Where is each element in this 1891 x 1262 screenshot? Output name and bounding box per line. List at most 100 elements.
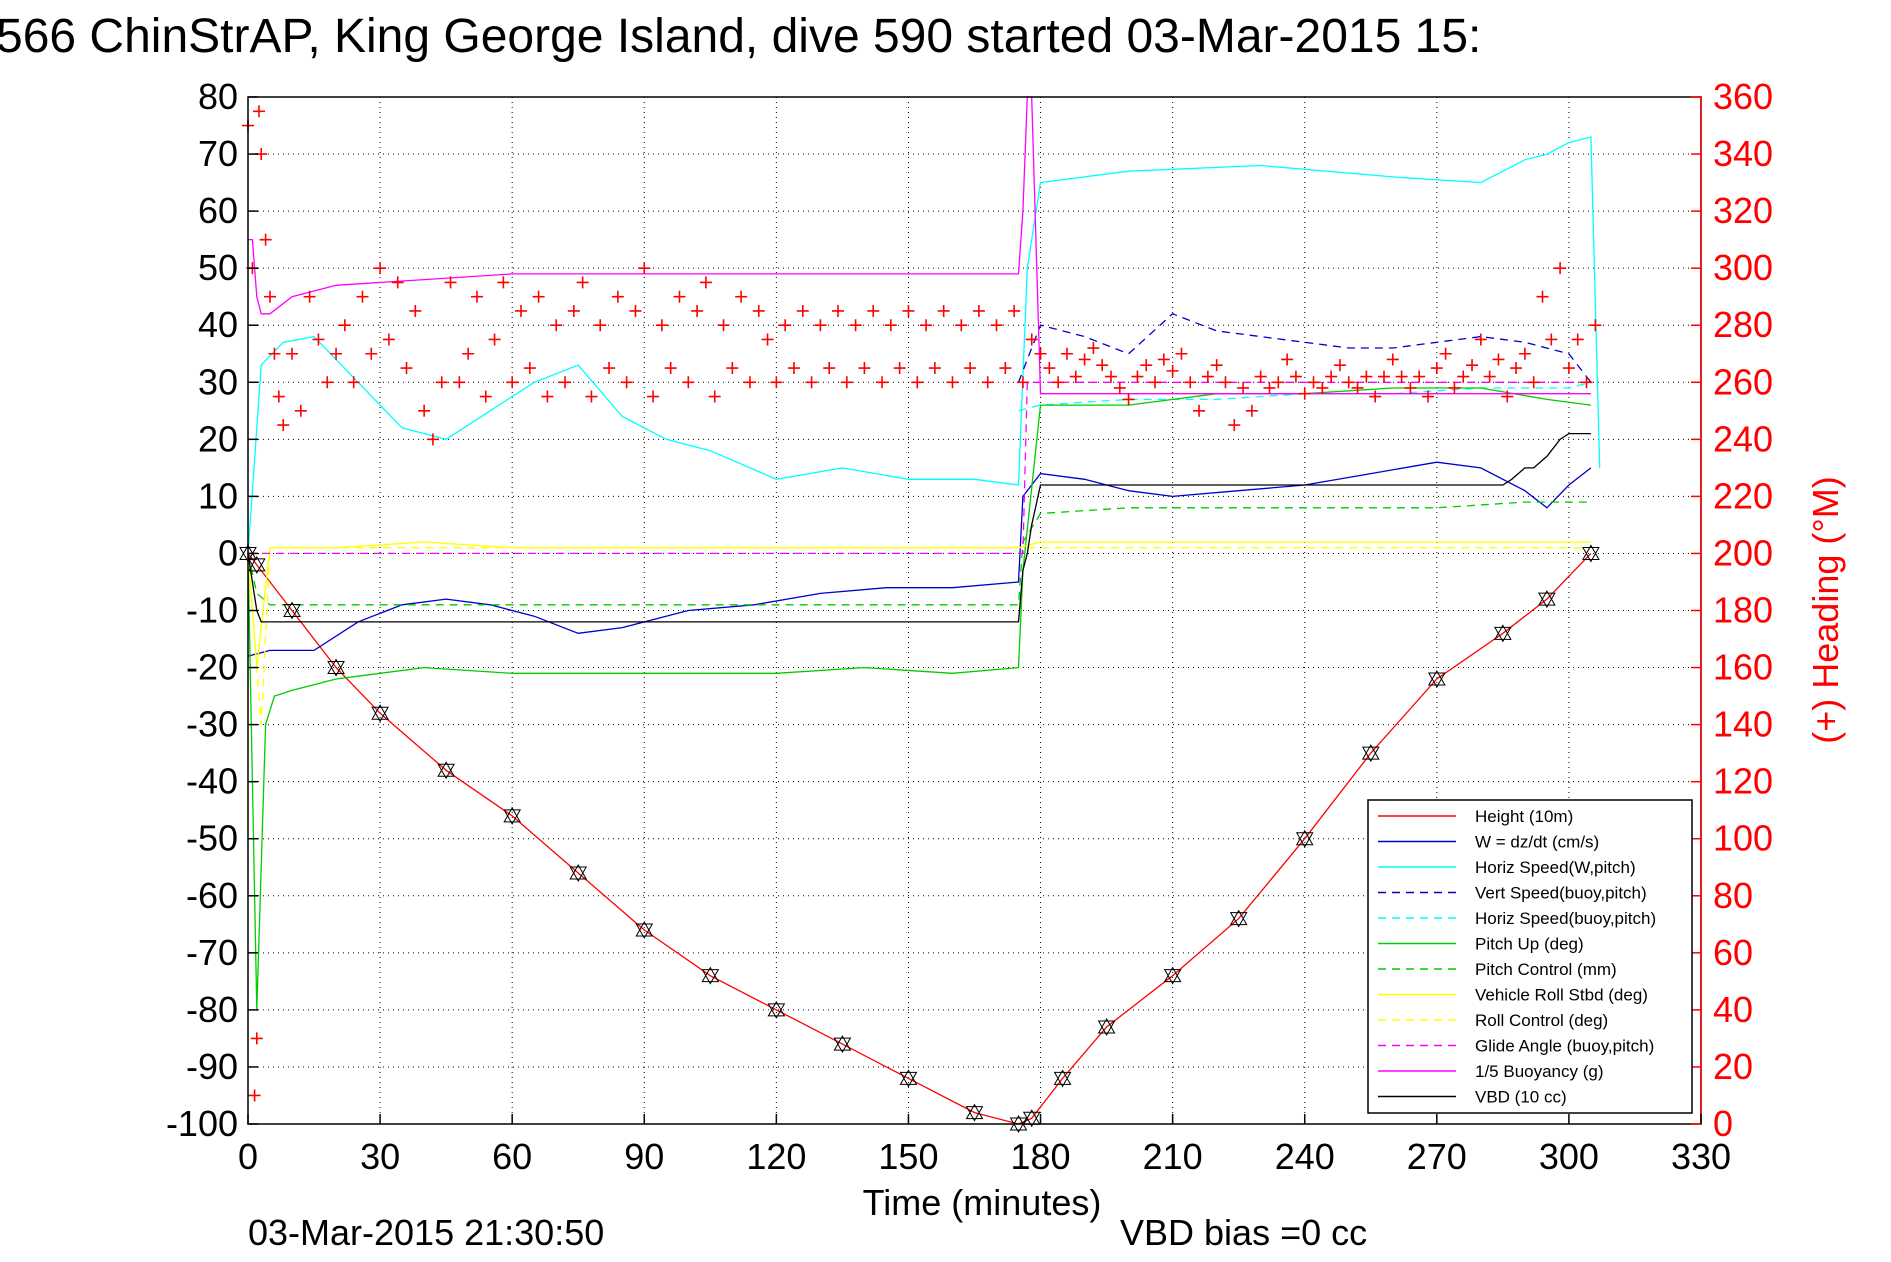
y-tick-label: 60 [198,190,238,231]
heading-point [981,376,994,389]
depth-marker [283,601,301,620]
heading-point [823,362,836,375]
y-tick-label: 70 [198,133,238,174]
y2-tick-label: 140 [1713,704,1773,745]
heading-point [655,319,668,332]
legend-label: VBD (10 cc) [1475,1088,1567,1107]
heading-point [1580,376,1593,389]
y2-tick-label: 320 [1713,190,1773,231]
x-tick-label: 330 [1671,1136,1731,1177]
heading-point [1210,359,1223,372]
depth-marker [327,658,345,677]
heading-point [1545,333,1558,346]
series-line [247,461,1592,657]
heading-point [1325,370,1338,383]
y-tick-label: -70 [186,932,238,973]
heading-point [286,347,299,360]
heading-point [1483,370,1496,383]
heading-point [435,376,448,389]
heading-point [1501,390,1514,403]
heading-point [1554,262,1567,275]
heading-point [356,290,369,303]
heading-point [1474,333,1487,346]
y-tick-label: -20 [186,647,238,688]
depth-marker [1538,590,1556,609]
heading-point [1016,376,1029,389]
depth-markers-layer [239,544,1600,1134]
heading-point [937,304,950,317]
legend-label: Vehicle Roll Stbd (deg) [1475,986,1648,1005]
y2-tick-label: 120 [1713,761,1773,802]
heading-point [576,276,589,289]
y2-tick-label: 280 [1713,304,1773,345]
y2-tick-label: 160 [1713,647,1773,688]
heading-point [629,304,642,317]
heading-point [920,319,933,332]
heading-point [1448,381,1461,394]
heading-point [999,362,1012,375]
series-line [247,547,1591,725]
vbd-bias-footer: VBD bias =0 cc [1120,1212,1367,1253]
legend-label: Vert Speed(buoy,pitch) [1475,884,1647,903]
heading-point [647,390,660,403]
heading-point [1219,376,1232,389]
legend-label: Pitch Control (mm) [1475,960,1617,979]
heading-point [911,376,924,389]
y2-tick-label: 80 [1713,875,1753,916]
heading-point [400,362,413,375]
heading-point [1175,347,1188,360]
y-tick-label: 20 [198,418,238,459]
heading-point [1377,370,1390,383]
heading-point [770,376,783,389]
heading-point [479,390,492,403]
heading-point [523,362,536,375]
x-tick-label: 180 [1011,1136,1071,1177]
y2-tick-label: 40 [1713,989,1753,1030]
x-tick-label: 150 [878,1136,938,1177]
y-tick-label: 80 [198,76,238,117]
heading-point [611,290,624,303]
heading-point [1131,370,1144,383]
heading-point [1166,364,1179,377]
heading-point [1104,370,1117,383]
legend: Height (10m) W = dz/dt (cm/s) Horiz Speed(… [1367,799,1693,1114]
x-tick-label: 0 [238,1136,258,1177]
y2-tick-label: 180 [1713,590,1773,631]
heading-point [1492,353,1505,366]
heading-series-layer [242,105,1602,1102]
heading-point [1369,390,1382,403]
heading-point [330,347,343,360]
heading-point [444,276,457,289]
heading-point [1113,381,1126,394]
heading-point [550,319,563,332]
heading-point [1201,370,1214,383]
heading-point [541,390,554,403]
depth-marker [965,1103,984,1122]
heading-point [1333,359,1346,372]
depth-marker [1295,829,1314,848]
heading-point [1069,370,1082,383]
heading-point [1422,390,1435,403]
heading-point [849,319,862,332]
y2-tick-label: 60 [1713,932,1753,973]
depth-marker [1009,1114,1028,1134]
heading-point [664,362,677,375]
heading-point [1096,359,1109,372]
depth-marker [437,761,455,780]
heading-point [858,362,871,375]
heading-point [1043,362,1056,375]
legend-label: Horiz Speed(buoy,pitch) [1475,909,1656,928]
depth-marker [503,806,522,825]
x-tick-label: 30 [360,1136,400,1177]
y2-tick-label: 200 [1713,532,1773,573]
heading-point [1008,304,1021,317]
heading-point [1184,376,1197,389]
heading-point [1518,347,1531,360]
heading-point [796,304,809,317]
heading-point [832,304,845,317]
heading-point [1307,376,1320,389]
x-tick-label: 300 [1539,1136,1599,1177]
y2-axis-ticks: 3603403203002802602402202001801601401201… [1691,76,1773,1144]
heading-point [638,262,651,275]
heading-point [964,362,977,375]
